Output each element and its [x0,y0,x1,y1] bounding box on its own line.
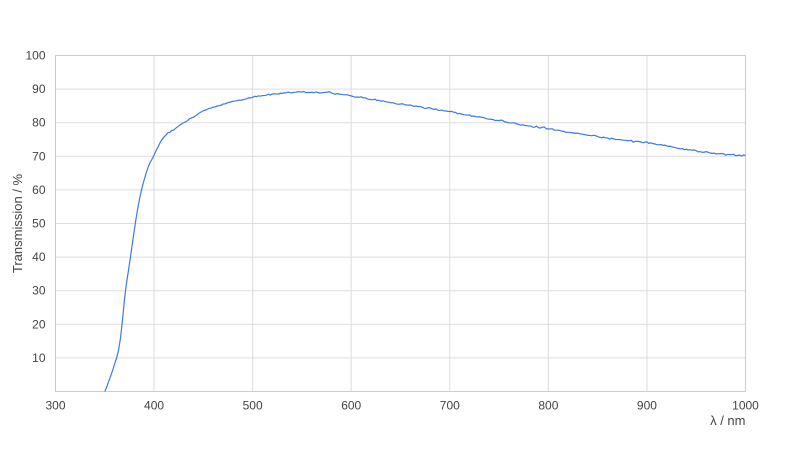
svg-text:λ / nm: λ / nm [710,413,745,428]
svg-text:60: 60 [32,183,46,197]
svg-text:70: 70 [32,149,46,163]
svg-text:30: 30 [32,284,46,298]
svg-text:700: 700 [440,399,460,413]
svg-text:90: 90 [32,82,46,96]
svg-text:100: 100 [25,49,45,63]
svg-text:500: 500 [243,399,263,413]
svg-text:80: 80 [32,116,46,130]
svg-text:20: 20 [32,317,46,331]
svg-text:300: 300 [45,399,65,413]
svg-text:900: 900 [637,399,657,413]
svg-text:Transmission / %: Transmission / % [10,173,25,273]
svg-text:40: 40 [32,250,46,264]
svg-text:400: 400 [144,399,164,413]
svg-text:50: 50 [32,217,46,231]
svg-text:10: 10 [32,351,46,365]
svg-text:1000: 1000 [732,399,759,413]
svg-text:600: 600 [341,399,361,413]
svg-text:800: 800 [538,399,558,413]
